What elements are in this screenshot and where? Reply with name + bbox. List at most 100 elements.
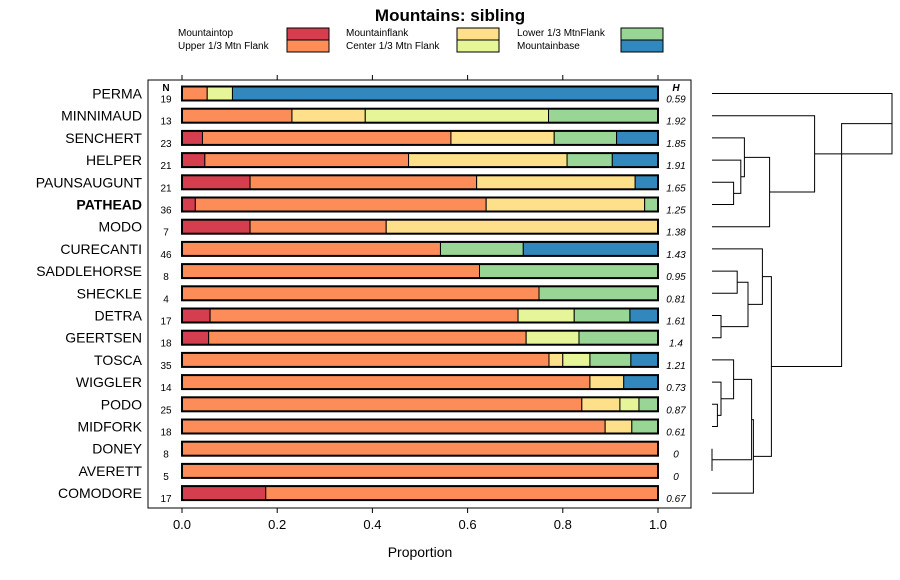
dendrogram-link bbox=[712, 359, 735, 400]
bar-segment bbox=[408, 152, 568, 168]
bar-row: DONEY 8 0 bbox=[92, 440, 679, 461]
bar-outline bbox=[181, 418, 659, 435]
bar-segment bbox=[181, 419, 606, 434]
bar-segment bbox=[538, 285, 659, 301]
bar-segment bbox=[439, 241, 524, 257]
x-tick-label: 0.0 bbox=[173, 517, 191, 532]
h-value: 0.59 bbox=[666, 95, 686, 106]
bar-segment bbox=[644, 197, 659, 212]
bar-segment bbox=[589, 352, 632, 368]
bar-row: PATHEAD 36 1.25 bbox=[76, 196, 686, 217]
bar-segment bbox=[181, 485, 267, 501]
bar-segment bbox=[181, 263, 480, 279]
bar-segment bbox=[611, 152, 659, 168]
n-value: 8 bbox=[163, 272, 169, 283]
bar-segment bbox=[181, 396, 583, 412]
dendrogram-link bbox=[712, 315, 722, 339]
dendrogram-link bbox=[712, 181, 735, 205]
bar-row: COMODORE 17 0.67 bbox=[58, 485, 686, 505]
h-value: 0.61 bbox=[666, 428, 685, 439]
bar-segment bbox=[181, 374, 591, 390]
n-value: 14 bbox=[160, 383, 172, 394]
bar-segment bbox=[581, 396, 621, 412]
bar-row: TOSCA 35 1.21 bbox=[94, 351, 686, 372]
bar-outline bbox=[181, 307, 659, 324]
bar-segment bbox=[201, 130, 452, 146]
bar-outline bbox=[181, 329, 659, 346]
bar-row: CURECANTI 46 1.43 bbox=[60, 240, 686, 261]
bar-segment bbox=[231, 86, 659, 101]
n-value: 17 bbox=[160, 494, 172, 505]
dendrogram-link bbox=[712, 270, 738, 294]
dendrogram-link bbox=[712, 137, 745, 178]
bar-segment bbox=[450, 130, 555, 146]
bar-segment bbox=[476, 174, 636, 190]
bar-outline bbox=[181, 374, 659, 391]
dendrogram-link bbox=[712, 159, 742, 194]
dendrogram-link bbox=[712, 419, 754, 494]
row-label: MIDFORK bbox=[77, 419, 142, 435]
bar-row: PAUNSAUGUNT 21 1.65 bbox=[36, 174, 686, 194]
h-value: 0.95 bbox=[666, 272, 686, 283]
bar-segment bbox=[623, 374, 659, 390]
n-value: 4 bbox=[163, 294, 169, 305]
dendrogram-link bbox=[712, 381, 722, 416]
legend-swatch bbox=[456, 39, 500, 53]
bar-row: PODO 25 0.87 bbox=[101, 396, 686, 416]
bar-row: SHECKLE 4 0.81 bbox=[77, 285, 686, 305]
h-value: 0 bbox=[673, 450, 679, 461]
bar-outline bbox=[181, 218, 659, 235]
plot-frame bbox=[147, 79, 692, 509]
chart-title: Mountains: sibling bbox=[375, 6, 525, 25]
bar-row: MINNIMAUD 13 1.92 bbox=[61, 107, 686, 128]
row-label: COMODORE bbox=[58, 485, 142, 501]
row-label: DETRA bbox=[95, 308, 143, 324]
bar-segment bbox=[578, 330, 659, 346]
bar-outline bbox=[181, 129, 659, 146]
bar-outline bbox=[181, 396, 659, 413]
bar-segment bbox=[181, 352, 550, 368]
n-value: 25 bbox=[160, 405, 172, 416]
row-label: MODO bbox=[98, 219, 142, 235]
bar-segment bbox=[589, 374, 625, 390]
row-label: HELPER bbox=[86, 152, 142, 168]
n-value: 8 bbox=[163, 450, 169, 461]
bar-row: PERMA 19 0.59 bbox=[92, 85, 686, 106]
bar-segment bbox=[181, 219, 251, 235]
x-axis: 0.0 0.2 0.4 0.6 0.8 1.0 bbox=[173, 75, 667, 532]
bar-segment bbox=[249, 174, 478, 190]
legend-swatch bbox=[286, 39, 330, 53]
n-value: 21 bbox=[160, 161, 172, 172]
bar-segment bbox=[573, 308, 631, 323]
row-label: CURECANTI bbox=[60, 241, 142, 257]
bar-segment bbox=[566, 152, 613, 168]
h-value: 1.25 bbox=[666, 206, 686, 217]
h-value: 1.61 bbox=[666, 317, 685, 328]
bar-outline bbox=[181, 152, 659, 169]
bar-segment bbox=[208, 330, 527, 346]
legend-swatch bbox=[286, 27, 330, 41]
x-tick-label: 0.8 bbox=[554, 517, 572, 532]
bar-segment bbox=[364, 108, 550, 124]
legend-label: Upper 1/3 Mtn Flank bbox=[178, 41, 270, 52]
h-value: 0.73 bbox=[666, 383, 686, 394]
bar-segment bbox=[181, 308, 211, 323]
x-tick-label: 0.2 bbox=[268, 517, 286, 532]
bar-outline bbox=[181, 351, 659, 368]
row-label: SENCHERT bbox=[65, 130, 142, 146]
x-axis-title: Proportion bbox=[388, 544, 453, 560]
legend-label: Mountainbase bbox=[517, 41, 580, 52]
bar-outline bbox=[181, 263, 659, 280]
bar-segment bbox=[548, 352, 564, 368]
legend-label: Center 1/3 Mtn Flank bbox=[346, 41, 440, 52]
x-tick-label: 0.4 bbox=[363, 517, 381, 532]
bar-row: DETRA 17 1.61 bbox=[95, 307, 686, 328]
bar-segment bbox=[194, 197, 487, 212]
dendrogram-link bbox=[771, 123, 892, 367]
bar-segment bbox=[522, 241, 659, 257]
bar-segment bbox=[265, 485, 659, 501]
h-value: 0.67 bbox=[666, 494, 686, 505]
bar-segment bbox=[206, 86, 233, 101]
bar-outline bbox=[181, 85, 659, 102]
